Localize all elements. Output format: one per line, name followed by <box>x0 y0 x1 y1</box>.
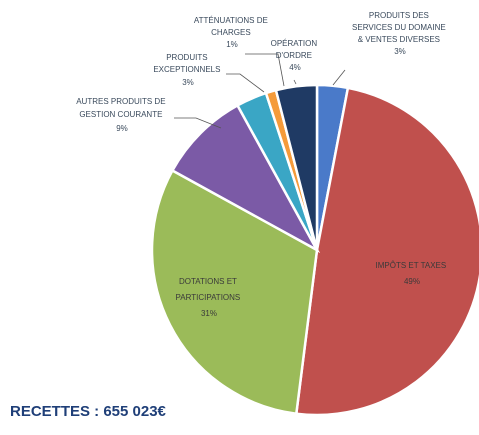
total-recettes: RECETTES : 655 023€ <box>10 403 166 420</box>
slice-label-autres: AUTRES PRODUITS DE GESTION COURANTE 9% <box>76 97 168 133</box>
leader-line-exceptionnels <box>226 73 265 93</box>
leader-lines <box>174 53 346 129</box>
leader-line-autres <box>174 117 222 129</box>
pie-slice-1 <box>294 86 479 417</box>
leader-line-ordre <box>293 79 297 85</box>
slice-label-services: PRODUITS DES SERVICES DU DOMAINE & VENTE… <box>352 11 448 56</box>
slice-label-dotations: DOTATIONS ET PARTICIPATIONS 31% <box>176 277 243 318</box>
slice-label-impots: IMPÔTS ET TAXES 49% <box>376 261 449 286</box>
leader-line-services <box>332 69 346 86</box>
pie-slice-3 <box>170 103 321 254</box>
pie-slices <box>150 83 479 417</box>
slice-label-attenuations: ATTÉNUATIONS DE CHARGES 1% <box>194 16 270 49</box>
pie-slice-6 <box>274 83 319 251</box>
slice-label-exceptionnels: PRODUITS EXCEPTIONNELS 3% <box>153 53 222 87</box>
leader-line-attenuations <box>245 53 285 87</box>
slice-label-ordre: OPÉRATION D'ORDRE 4% <box>271 39 320 72</box>
pie-slice-2 <box>150 168 319 416</box>
